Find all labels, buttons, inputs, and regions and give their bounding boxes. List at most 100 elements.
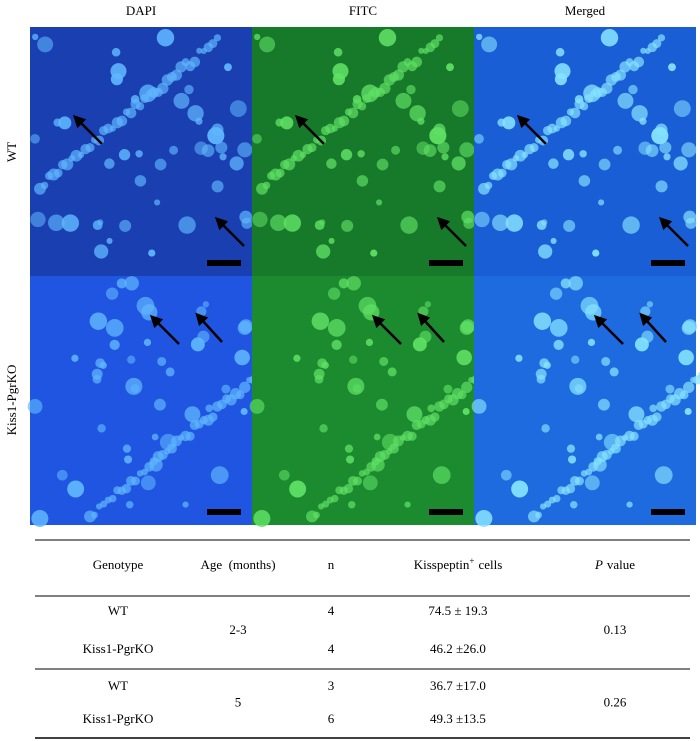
n-cell: 4	[328, 641, 335, 656]
cell	[125, 500, 134, 509]
cell	[631, 105, 648, 122]
count-cell: 46.2 ±26.0	[430, 641, 486, 656]
cell	[338, 278, 349, 289]
cell	[178, 216, 196, 234]
cell	[327, 319, 346, 337]
cell	[207, 127, 225, 145]
cell	[387, 367, 397, 377]
cell	[215, 141, 228, 154]
cell-chain	[697, 371, 700, 380]
cell-chain	[189, 56, 201, 68]
cell	[598, 158, 611, 171]
cell-chain	[610, 443, 621, 454]
cell-chain	[569, 107, 581, 119]
cell	[319, 424, 328, 433]
cell-chain	[652, 39, 662, 49]
cell	[224, 63, 232, 72]
cell-chain	[411, 56, 423, 68]
cell	[580, 296, 599, 315]
cell	[154, 199, 161, 206]
cell	[105, 287, 119, 300]
cell	[511, 480, 529, 498]
cell	[237, 142, 253, 158]
cell	[553, 339, 564, 350]
cell-chain	[343, 483, 354, 494]
cell	[194, 141, 208, 155]
cell	[378, 29, 397, 47]
cell-chain	[640, 47, 647, 54]
cell	[71, 354, 79, 362]
cell	[173, 92, 190, 109]
cell-chain	[61, 158, 74, 171]
cell	[195, 117, 203, 125]
cell	[592, 249, 600, 257]
cell-chain	[125, 107, 137, 119]
cell	[475, 33, 483, 41]
cell	[362, 475, 378, 491]
cell	[124, 276, 139, 291]
row-label: WT	[4, 142, 19, 162]
cell	[358, 296, 377, 315]
n-cell: 3	[328, 678, 335, 693]
cell	[94, 244, 109, 259]
cell-chain	[275, 168, 285, 178]
cell-chain	[330, 494, 339, 503]
cell-chain	[91, 511, 98, 519]
cell-chain	[565, 483, 576, 494]
cell-chain	[407, 431, 417, 441]
cell-chain	[357, 102, 367, 111]
cell	[136, 296, 155, 315]
cell	[628, 84, 638, 95]
cell	[67, 480, 85, 498]
cell	[347, 377, 365, 395]
cell	[373, 433, 381, 441]
cell-chain	[135, 102, 145, 111]
cell	[535, 368, 547, 380]
cell	[53, 118, 62, 127]
cell-chain	[535, 511, 542, 519]
cell	[497, 118, 506, 127]
n-cell: 4	[328, 603, 335, 618]
cell	[314, 220, 325, 231]
cell	[311, 312, 330, 330]
cell	[683, 210, 697, 224]
cell	[613, 145, 623, 155]
cell	[356, 175, 369, 187]
age-cell: 5	[235, 695, 242, 710]
arrow	[294, 114, 325, 145]
column-label: Merged	[565, 3, 606, 18]
cell	[110, 63, 127, 80]
cell	[283, 214, 302, 232]
cell	[370, 249, 378, 257]
cell-chain	[601, 82, 613, 95]
cell	[153, 398, 166, 411]
cell	[91, 368, 103, 380]
cell	[595, 433, 603, 441]
cell	[639, 117, 647, 125]
cell	[252, 211, 268, 228]
cell	[321, 361, 329, 369]
image-panels	[27, 27, 700, 527]
cell	[543, 361, 551, 369]
cell-chain	[338, 115, 350, 127]
cell	[566, 444, 576, 453]
cell	[641, 330, 654, 343]
cell-chain	[579, 102, 589, 111]
cell	[316, 244, 331, 259]
cell	[626, 501, 633, 508]
cell	[249, 398, 265, 414]
cell-chain	[584, 93, 594, 104]
arrow	[593, 314, 624, 345]
cell-chain	[362, 93, 372, 104]
cell	[280, 116, 294, 130]
cell	[459, 142, 475, 158]
cell	[376, 199, 383, 206]
cell	[474, 133, 484, 144]
cell	[562, 149, 575, 161]
cell	[154, 158, 167, 171]
cell-chain	[552, 494, 561, 503]
cell-chain	[307, 143, 317, 153]
column-label: DAPI	[126, 3, 156, 18]
cell	[502, 116, 516, 130]
cell	[205, 404, 213, 413]
